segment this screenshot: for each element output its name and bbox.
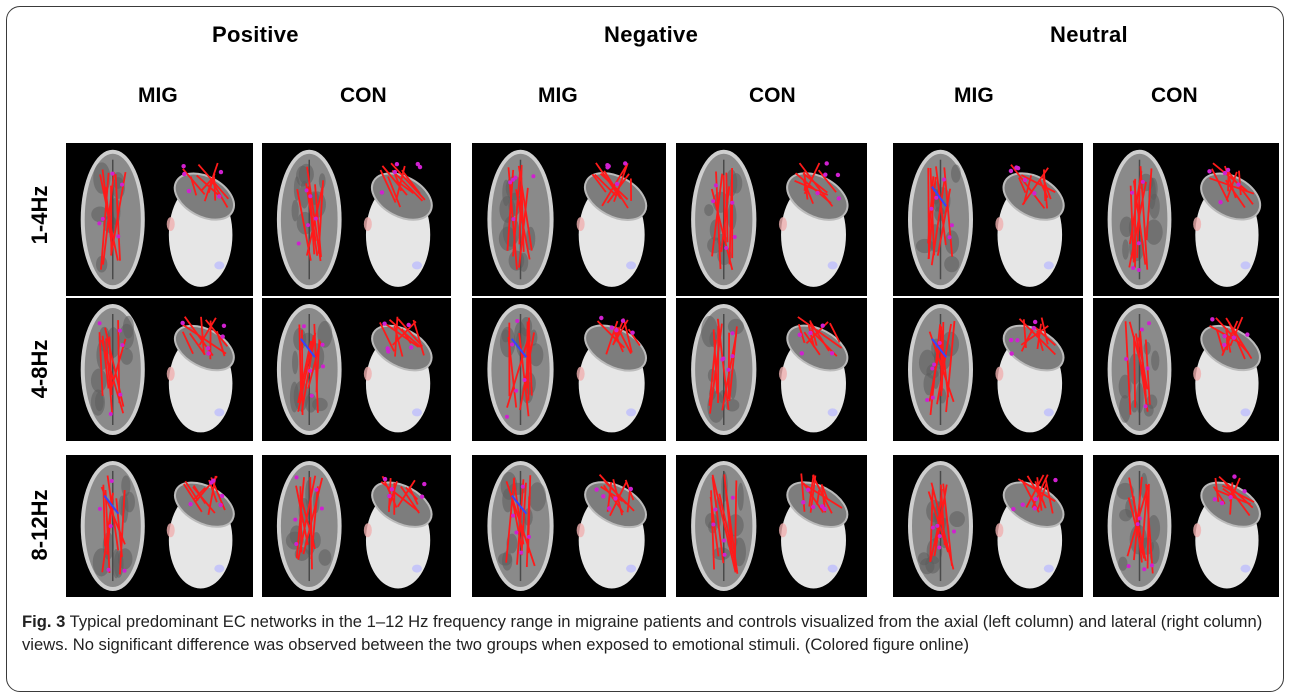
ec-network-edges [1128,162,1255,272]
network-panel-positive-con-4-8hz [262,298,451,441]
lateral-view [995,481,1065,589]
network-panel-negative-mig-4-8hz [472,298,666,441]
network-panel-positive-con-8-12hz [262,455,451,597]
axial-view [691,149,757,290]
group-label-neutral-con: CON [1151,84,1198,107]
ec-network-edges [927,164,1056,266]
lateral-view [363,481,433,589]
ec-network-edges [97,475,226,575]
lateral-view [1193,172,1262,287]
figure-caption: Fig. 3 Typical predominant EC networks i… [22,610,1277,656]
ec-network-edges [710,161,841,271]
condition-title-positive: Positive [212,22,299,47]
network-panel-neutral-mig-8-12hz [893,455,1083,597]
lateral-view [363,172,433,287]
axial-view [80,149,145,290]
ec-network-edges [1124,316,1253,415]
ec-network-edges [293,475,427,570]
lateral-view [576,324,647,433]
lateral-view [576,172,648,287]
network-panel-negative-mig-8-12hz [472,455,666,597]
lateral-view [995,172,1065,287]
ec-network-edges [504,315,641,419]
lateral-view [778,481,849,589]
group-label-neutral-mig: MIG [954,84,994,107]
network-panel-negative-mig-1-4hz [472,143,666,296]
ec-network-edges [506,161,633,270]
ec-network-edges [1126,474,1255,574]
network-panel-negative-con-4-8hz [676,298,867,441]
axial-view [80,460,145,592]
ec-network-edges [927,474,1058,570]
row-label-4-8hz: 4-8Hz [27,339,52,399]
network-panel-neutral-con-4-8hz [1093,298,1279,441]
condition-title-negative: Negative [604,22,699,47]
axial-view [1107,304,1172,435]
ec-network-edges [925,317,1056,416]
network-panel-neutral-con-8-12hz [1093,455,1279,597]
axial-view [908,149,973,290]
lateral-view [995,324,1065,433]
lateral-view [166,324,235,433]
group-label-negative-mig: MIG [538,84,578,107]
ec-network-edges [709,473,843,574]
caption-text: Typical predominant EC networks in the 1… [22,612,1263,654]
ec-network-edges [97,162,230,270]
network-panel-neutral-mig-1-4hz [893,143,1083,296]
network-panel-positive-mig-8-12hz [66,455,253,597]
network-panel-positive-mig-4-8hz [66,298,253,441]
network-panel-neutral-mig-4-8hz [893,298,1083,441]
network-panel-negative-con-8-12hz [676,455,867,597]
group-label-positive-mig: MIG [138,84,178,107]
ec-network-edges [708,316,843,414]
group-label-positive-con: CON [340,84,387,107]
condition-title-neutral: Neutral [1050,22,1128,47]
caption-label: Fig. 3 [22,612,66,631]
row-label-1-4hz: 1-4Hz [27,185,52,245]
ec-network-edges [505,473,635,568]
lateral-view [1193,324,1261,433]
network-panel-negative-con-1-4hz [676,143,867,296]
axial-view [80,304,145,435]
ec-network-edges [296,161,426,262]
group-label-negative-con: CON [749,84,796,107]
ec-network-edges [297,316,425,416]
lateral-view [166,172,235,287]
ec-network-edges [97,316,229,416]
axial-view [276,149,342,290]
lateral-view [778,172,849,287]
row-label-8-12hz: 8-12Hz [27,489,52,561]
axial-view [487,304,554,435]
network-panel-neutral-con-1-4hz [1093,143,1279,296]
network-panel-positive-con-1-4hz [262,143,451,296]
network-panel-positive-mig-1-4hz [66,143,253,296]
